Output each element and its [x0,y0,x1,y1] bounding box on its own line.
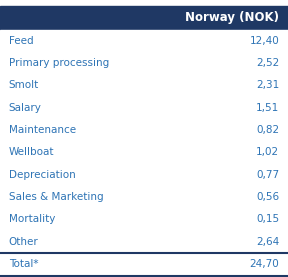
Bar [0,141,288,164]
Text: Salary: Salary [9,103,41,113]
Text: 2,31: 2,31 [256,80,279,91]
Text: 2,64: 2,64 [256,237,279,247]
Bar [0,253,288,276]
Text: 0,56: 0,56 [256,192,279,202]
Text: Other: Other [9,237,38,247]
Bar [0,208,288,230]
Text: 2,52: 2,52 [256,58,279,68]
Text: Feed: Feed [9,36,33,46]
Text: Depreciation: Depreciation [9,170,75,180]
Bar [0,97,288,119]
Text: 0,82: 0,82 [256,125,279,135]
Text: Smolt: Smolt [9,80,39,91]
Text: 1,51: 1,51 [256,103,279,113]
Text: 1,02: 1,02 [256,147,279,157]
Bar [0,30,288,52]
Text: Wellboat: Wellboat [9,147,54,157]
Text: Maintenance: Maintenance [9,125,76,135]
Bar [0,230,288,253]
Bar [0,186,288,208]
Bar [0,6,288,30]
Bar [0,74,288,97]
Text: 12,40: 12,40 [250,36,279,46]
Text: 0,77: 0,77 [256,170,279,180]
Bar [0,119,288,141]
Text: Sales & Marketing: Sales & Marketing [9,192,103,202]
Text: Total*: Total* [9,259,38,269]
Text: Norway (NOK): Norway (NOK) [185,11,279,24]
Text: Primary processing: Primary processing [9,58,109,68]
Text: 24,70: 24,70 [250,259,279,269]
Bar [0,164,288,186]
Text: 0,15: 0,15 [256,214,279,224]
Bar [0,52,288,74]
Text: Mortality: Mortality [9,214,55,224]
